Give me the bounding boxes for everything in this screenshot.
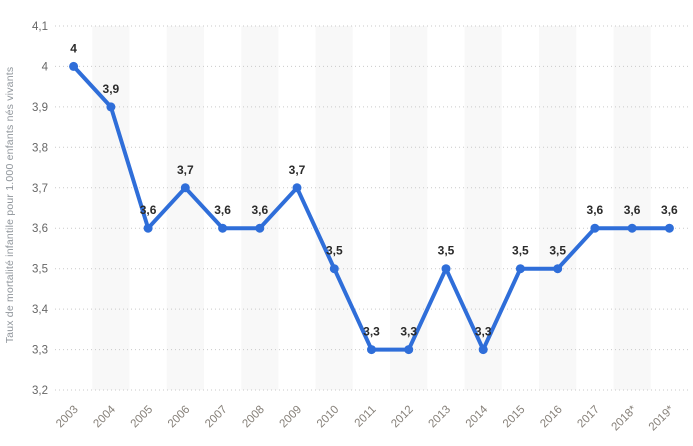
x-category-label: 2017 — [575, 404, 602, 431]
y-tick-label: 3,4 — [32, 304, 49, 316]
data-label: 3,6 — [214, 203, 231, 217]
data-point-2012[interactable] — [404, 345, 414, 355]
data-point-2017[interactable] — [590, 223, 600, 233]
x-category-label: 2011 — [353, 404, 379, 430]
column-band — [241, 26, 279, 390]
y-tick-label: 4 — [42, 61, 49, 73]
x-category-label: 2015 — [501, 404, 528, 431]
y-tick-label: 4,1 — [32, 21, 48, 33]
y-tick-label: 3,2 — [32, 385, 48, 397]
x-category-label: 2013 — [427, 404, 454, 431]
data-point-2013[interactable] — [441, 264, 451, 274]
x-category-label: 2008 — [240, 404, 267, 431]
data-point-2005[interactable] — [143, 223, 153, 233]
data-label: 3,5 — [512, 244, 529, 258]
data-line — [71, 64, 672, 352]
y-tick-label: 3,8 — [32, 142, 48, 154]
data-label: 3,6 — [661, 203, 678, 217]
column-band — [613, 26, 651, 390]
data-label: 3,5 — [326, 244, 343, 258]
data-label: 3,3 — [475, 325, 492, 339]
x-category-label: 2004 — [91, 403, 118, 430]
data-label: 3,6 — [251, 203, 268, 217]
data-label: 3,6 — [624, 203, 641, 217]
data-point-2010[interactable] — [329, 264, 339, 274]
x-category-label: 2009 — [278, 404, 305, 431]
x-category-label: 2005 — [129, 404, 156, 431]
x-category-label: 2006 — [166, 404, 193, 431]
column-band — [166, 26, 204, 390]
column-band — [464, 26, 502, 390]
column-band — [92, 26, 130, 390]
data-label: 3,6 — [587, 203, 604, 217]
data-label: 3,5 — [549, 244, 566, 258]
x-category-label: 2012 — [389, 404, 416, 431]
data-point-2014[interactable] — [478, 345, 488, 355]
y-tick-label: 3,5 — [32, 264, 48, 276]
x-category-label: 2016 — [538, 404, 565, 431]
column-band — [390, 26, 428, 390]
data-label: 4 — [70, 41, 77, 55]
data-point-2016[interactable] — [553, 264, 563, 274]
data-point-2007[interactable] — [218, 223, 228, 233]
data-label: 3,7 — [289, 163, 306, 177]
data-label: 3,9 — [103, 82, 120, 96]
y-tick-label: 3,3 — [32, 345, 48, 357]
data-point-2009[interactable] — [292, 183, 302, 193]
data-point-2011[interactable] — [367, 345, 376, 355]
data-point-2004[interactable] — [106, 102, 116, 112]
y-tick-label: 3,7 — [32, 183, 48, 195]
column-band — [315, 26, 353, 390]
x-category-label: 2003 — [54, 404, 81, 431]
data-point-2018*[interactable] — [627, 223, 637, 233]
data-label: 3,3 — [400, 325, 417, 339]
y-tick-label: 3,9 — [32, 102, 48, 114]
data-label: 3,7 — [177, 163, 194, 177]
data-point-2006[interactable] — [180, 183, 190, 193]
column-band — [539, 26, 577, 390]
y-axis-title: Taux de mortalité infantile pour 1.000 e… — [4, 66, 16, 344]
data-label: 3,5 — [438, 244, 455, 258]
data-point-2008[interactable] — [255, 223, 265, 233]
data-label: 3,3 — [363, 325, 380, 339]
x-category-label: 2019* — [647, 403, 677, 433]
x-category-label: 2018* — [609, 403, 639, 433]
data-label: 3,6 — [140, 203, 157, 217]
x-category-label: 2007 — [203, 404, 230, 431]
x-category-label: 2010 — [315, 404, 342, 431]
data-point-2003[interactable] — [69, 61, 79, 71]
data-point-2019*[interactable] — [664, 223, 674, 233]
data-point-2015[interactable] — [515, 264, 525, 274]
x-category-label: 2014 — [464, 403, 491, 430]
y-tick-label: 3,6 — [32, 223, 48, 235]
